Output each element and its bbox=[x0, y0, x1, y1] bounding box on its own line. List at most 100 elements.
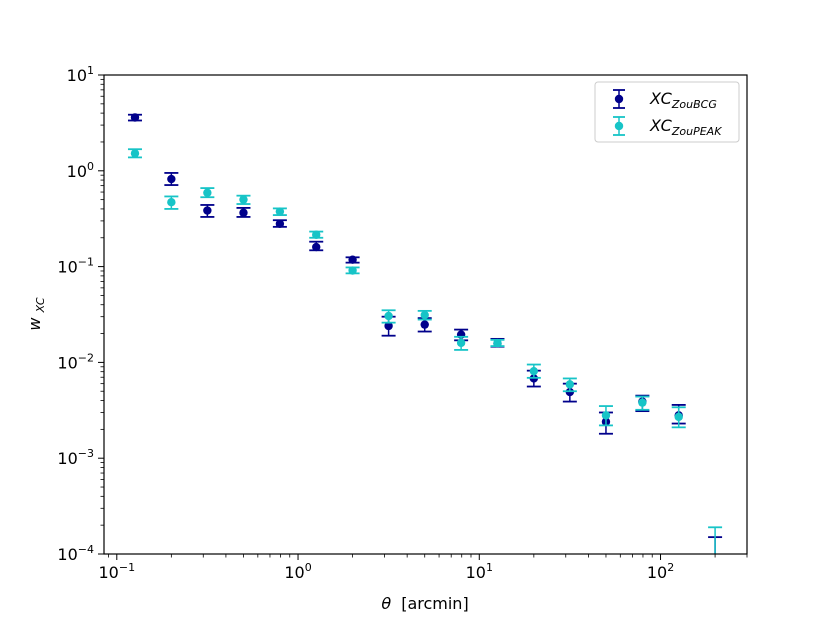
data-point bbox=[272, 219, 287, 228]
marker bbox=[130, 149, 140, 158]
x-tick-label: 100 bbox=[284, 561, 311, 582]
data-point bbox=[417, 309, 432, 321]
marker bbox=[312, 230, 321, 239]
x-tick-base: 10 bbox=[99, 563, 119, 582]
x-tick-label: 10−1 bbox=[99, 561, 136, 582]
data-point bbox=[635, 395, 650, 411]
legend-marker bbox=[614, 94, 624, 104]
y-tick-exponent: 1 bbox=[87, 64, 94, 77]
data-point bbox=[272, 207, 287, 216]
x-axis-label-unit: [arcmin] bbox=[401, 594, 468, 613]
x-tick-label: 101 bbox=[466, 561, 493, 582]
data-point bbox=[309, 230, 324, 239]
data-point bbox=[490, 338, 505, 348]
x-axis-label-symbol: θ bbox=[381, 594, 391, 613]
data-point bbox=[236, 206, 251, 218]
data-point bbox=[598, 405, 613, 427]
legend-box bbox=[594, 81, 740, 143]
x-tick-base: 10 bbox=[647, 563, 667, 582]
data-point bbox=[200, 204, 215, 218]
y-tick-label: 100 bbox=[67, 160, 94, 181]
y-tick-label: 101 bbox=[67, 64, 94, 85]
marker bbox=[167, 198, 176, 207]
series-zoupeak bbox=[127, 148, 723, 554]
marker bbox=[638, 398, 647, 407]
marker bbox=[674, 412, 683, 422]
data-point bbox=[345, 255, 360, 264]
y-tick-exponent: 0 bbox=[87, 160, 94, 173]
x-axis-label: θ [arcmin] bbox=[381, 594, 468, 613]
y-tick-exponent: −4 bbox=[78, 543, 94, 556]
marker bbox=[275, 219, 285, 228]
data-point bbox=[236, 194, 251, 205]
data-point bbox=[127, 148, 142, 159]
y-tick-base: 10 bbox=[67, 66, 87, 85]
data-point bbox=[381, 309, 396, 324]
legend-entry-zoupeak: XCZouPEAK bbox=[613, 116, 722, 138]
x-tick-exponent: 2 bbox=[667, 561, 674, 574]
y-tick-label: 10−3 bbox=[57, 447, 94, 468]
x-tick-base: 10 bbox=[284, 563, 304, 582]
marker bbox=[348, 266, 357, 275]
data-point bbox=[345, 266, 360, 275]
y-axis-label-main: w bbox=[25, 317, 44, 331]
legend-marker bbox=[614, 121, 624, 131]
marker bbox=[203, 206, 212, 215]
marker bbox=[312, 242, 321, 252]
y-tick-base: 10 bbox=[57, 353, 77, 372]
y-tick-label: 10−4 bbox=[57, 543, 94, 564]
legend-label: XCZouBCG bbox=[649, 89, 717, 111]
marker bbox=[529, 366, 539, 376]
marker bbox=[420, 310, 429, 320]
data-point bbox=[562, 377, 577, 393]
marker bbox=[130, 113, 140, 122]
marker bbox=[565, 380, 575, 389]
marker bbox=[275, 207, 285, 216]
y-axis-label: w XC bbox=[25, 297, 47, 331]
marker bbox=[167, 174, 176, 184]
y-tick-exponent: −1 bbox=[78, 256, 94, 269]
marker bbox=[420, 320, 429, 329]
legend-label-sub: ZouPEAK bbox=[671, 125, 722, 138]
marker bbox=[348, 255, 357, 264]
data-point bbox=[164, 195, 179, 210]
data-point bbox=[671, 406, 686, 429]
x-tick-exponent: 0 bbox=[305, 561, 312, 574]
data-point bbox=[454, 335, 469, 351]
marker bbox=[384, 311, 393, 321]
legend-label-main: XC bbox=[649, 116, 673, 135]
x-tick-exponent: 1 bbox=[486, 561, 493, 574]
y-tick-exponent: −3 bbox=[78, 447, 94, 460]
y-axis-label-sub: XC bbox=[34, 297, 47, 313]
marker bbox=[601, 411, 611, 420]
legend-label: XCZouPEAK bbox=[649, 116, 722, 138]
marker bbox=[239, 208, 248, 217]
legend-label-main: XC bbox=[649, 89, 673, 108]
y-tick-base: 10 bbox=[57, 258, 77, 277]
marker bbox=[239, 195, 248, 204]
y-tick-label: 10−2 bbox=[57, 351, 94, 372]
marker bbox=[456, 338, 466, 348]
data-point bbox=[164, 172, 179, 186]
x-tick-base: 10 bbox=[466, 563, 486, 582]
legend-entry-zoubcg: XCZouBCG bbox=[613, 89, 717, 111]
x-tick-exponent: −1 bbox=[119, 561, 135, 574]
marker bbox=[203, 188, 212, 197]
data-marks bbox=[127, 113, 723, 554]
marker bbox=[493, 338, 502, 348]
data-point bbox=[127, 113, 142, 122]
y-tick-base: 10 bbox=[57, 545, 77, 564]
data-point bbox=[708, 526, 723, 554]
marker bbox=[384, 321, 393, 331]
y-tick-base: 10 bbox=[57, 449, 77, 468]
y-tick-label: 10−1 bbox=[57, 256, 94, 277]
data-point bbox=[526, 363, 541, 379]
data-point bbox=[309, 240, 324, 252]
y-tick-exponent: −2 bbox=[78, 351, 94, 364]
legend-label-sub: ZouBCG bbox=[671, 98, 717, 111]
y-tick-base: 10 bbox=[67, 162, 87, 181]
x-tick-label: 102 bbox=[647, 561, 674, 582]
